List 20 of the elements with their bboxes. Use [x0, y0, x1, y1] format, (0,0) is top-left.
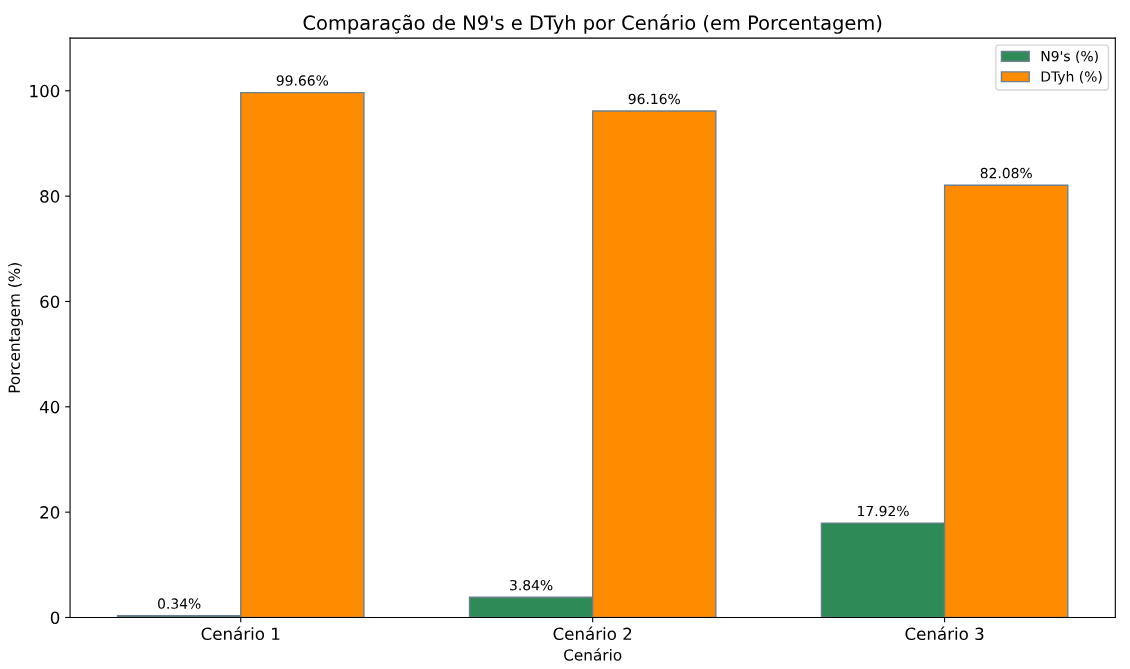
y-tick-label: 80: [40, 190, 60, 203]
data-label: 99.66%: [276, 75, 329, 86]
y-tick-label: 0: [50, 611, 60, 625]
data-label: 3.84%: [510, 579, 553, 591]
chart-title: Comparação de N9's e DTyh por Cenário (em Porcentagem): [303, 14, 882, 34]
legend-label: DTyh (%): [1041, 71, 1102, 85]
y-axis-title: Porcentagem (%): [8, 263, 23, 393]
y-tick-label: 100: [30, 84, 60, 98]
y-tick-label: 60: [40, 295, 60, 309]
data-label: 17.92%: [858, 505, 909, 517]
data-label: 82.08%: [980, 167, 1032, 179]
legend-label: N9's (%): [1041, 50, 1098, 64]
x-tick-label: Cenário 2: [553, 626, 632, 641]
x-axis-title: Cenário: [564, 648, 622, 661]
x-tick-label: Cenário 3: [905, 626, 984, 641]
data-label: 0.34%: [158, 598, 201, 609]
y-tick-label: 40: [39, 400, 60, 414]
data-label: 96.16%: [628, 93, 680, 105]
x-tick-label: Cenário 1: [201, 626, 280, 641]
y-tick-label: 20: [40, 506, 60, 519]
